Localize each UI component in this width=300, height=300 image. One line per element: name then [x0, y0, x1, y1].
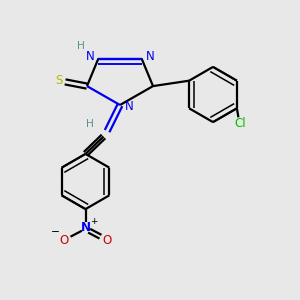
- Text: N: N: [124, 100, 134, 113]
- Text: O: O: [103, 234, 112, 247]
- Text: +: +: [90, 217, 98, 226]
- Text: Cl: Cl: [234, 117, 246, 130]
- Text: N: N: [85, 50, 94, 63]
- Text: H: H: [86, 119, 94, 129]
- Text: O: O: [59, 234, 68, 247]
- Text: −: −: [50, 227, 59, 237]
- Text: N: N: [146, 50, 154, 63]
- Text: S: S: [55, 74, 62, 87]
- Text: H: H: [77, 41, 85, 51]
- Text: N: N: [80, 221, 91, 234]
